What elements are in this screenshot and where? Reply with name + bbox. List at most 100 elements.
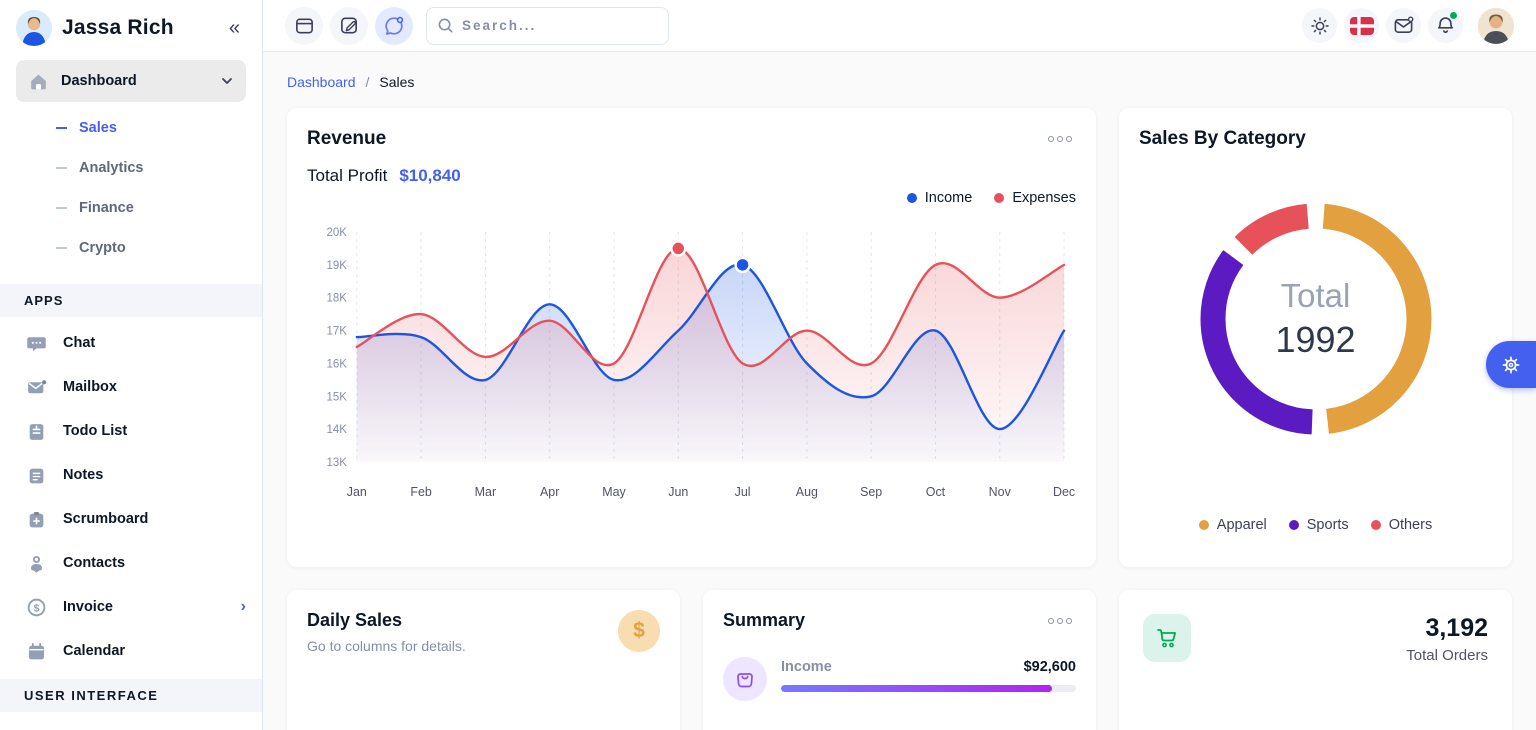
topbar-chat-button[interactable] xyxy=(375,6,413,45)
svg-text:Oct: Oct xyxy=(926,485,946,499)
daily-sales-subtitle: Go to columns for details. xyxy=(307,638,466,654)
notifications-button[interactable] xyxy=(1428,8,1463,43)
svg-text:Nov: Nov xyxy=(989,485,1012,499)
summary-menu-button[interactable] xyxy=(1044,614,1076,628)
income-legend-label: Income xyxy=(924,190,973,206)
category-legend: Apparel Sports Others xyxy=(1139,517,1492,547)
user-avatar[interactable] xyxy=(1478,7,1514,44)
sidebar-item-label: Dashboard xyxy=(61,73,137,89)
sidebar-item-todo[interactable]: Todo List xyxy=(0,409,262,453)
cart-icon-wrap xyxy=(1143,614,1191,662)
revenue-menu-button[interactable] xyxy=(1044,132,1076,146)
svg-text:Feb: Feb xyxy=(410,485,432,499)
sports-legend-dot xyxy=(1288,520,1299,530)
revenue-legend: Income Expenses xyxy=(307,190,1076,206)
sidebar: Jassa Rich « Dashboard Sales Analytics F… xyxy=(0,0,263,730)
svg-text:Jul: Jul xyxy=(735,485,751,499)
apparel-legend-label: Apparel xyxy=(1216,517,1267,533)
svg-text:13K: 13K xyxy=(326,457,347,469)
chat-icon xyxy=(27,336,46,351)
svg-text:Aug: Aug xyxy=(796,485,818,499)
messages-button[interactable] xyxy=(1386,8,1421,43)
svg-text:20K: 20K xyxy=(326,227,347,239)
sports-legend-label: Sports xyxy=(1306,517,1349,533)
category-title: Sales By Category xyxy=(1139,128,1306,149)
sidebar-item-mailbox[interactable]: Mailbox xyxy=(0,365,262,409)
revenue-card: Revenue Total Profit $10,840 Income Expe… xyxy=(287,108,1096,567)
invoice-icon: $ xyxy=(27,598,46,616)
expenses-legend-label: Expenses xyxy=(1012,190,1076,206)
breadcrumb: Dashboard / Sales xyxy=(287,74,1512,90)
sidebar-item-dashboard[interactable]: Dashboard xyxy=(16,60,246,102)
sidebar-item-notes[interactable]: Notes xyxy=(0,453,262,497)
notes-icon xyxy=(29,468,44,483)
theme-toggle-button[interactable] xyxy=(1302,8,1337,43)
search-input[interactable] xyxy=(462,18,658,33)
search-icon xyxy=(438,18,453,33)
sidebar-collapse-button[interactable]: « xyxy=(228,16,240,39)
sidebar-subitem-crypto[interactable]: Crypto xyxy=(0,228,262,268)
home-icon xyxy=(31,74,46,89)
topbar-calendar-button[interactable] xyxy=(285,6,323,45)
notification-dot xyxy=(1449,11,1458,20)
sidebar-item-invoice[interactable]: $ Invoice › xyxy=(0,585,262,629)
dash-mark xyxy=(56,247,67,249)
donut-total-value: 1992 xyxy=(1275,319,1356,360)
donut-total-label: Total xyxy=(1280,277,1351,314)
sales-by-category-card: Sales By Category Total 1992 Apparel Spo… xyxy=(1119,108,1512,567)
svg-text:Dec: Dec xyxy=(1053,485,1075,499)
edit-pencil-icon xyxy=(340,17,357,34)
svg-text:18K: 18K xyxy=(326,293,347,305)
daily-sales-card: Daily Sales Go to columns for details. $ xyxy=(287,590,680,730)
dollar-icon: $ xyxy=(618,610,660,652)
income-label: Income xyxy=(781,659,832,675)
sidebar-header: Jassa Rich « xyxy=(0,0,262,54)
daily-sales-title: Daily Sales xyxy=(307,610,403,630)
svg-text:Sep: Sep xyxy=(860,485,882,499)
sidebar-item-calendar[interactable]: Calendar xyxy=(0,629,262,673)
svg-text:17K: 17K xyxy=(326,326,347,338)
income-progress-track xyxy=(781,685,1076,692)
income-legend-dot xyxy=(906,193,917,203)
svg-text:Jun: Jun xyxy=(668,485,688,499)
search-box xyxy=(426,6,669,45)
svg-text:19K: 19K xyxy=(326,260,347,272)
calendar-icon xyxy=(28,642,45,659)
breadcrumb-separator: / xyxy=(365,74,370,90)
apps-list: Chat Mailbox Todo List Notes xyxy=(0,317,262,673)
dash-mark xyxy=(56,127,67,129)
sidebar-subitem-analytics[interactable]: Analytics xyxy=(0,148,262,188)
breadcrumb-sales: Sales xyxy=(379,74,415,90)
sidebar-subitem-sales[interactable]: Sales xyxy=(0,108,262,148)
sidebar-item-scrumboard[interactable]: Scrumboard xyxy=(0,497,262,541)
income-value: $92,600 xyxy=(1023,659,1076,675)
sidebar-item-chat[interactable]: Chat xyxy=(0,321,262,365)
settings-fab-button[interactable] xyxy=(1486,341,1536,388)
income-icon-wrap xyxy=(723,657,767,701)
summary-card: Summary Income $92,600 xyxy=(703,590,1096,730)
svg-text:May: May xyxy=(602,485,626,499)
sidebar-item-contacts[interactable]: Contacts xyxy=(0,541,262,585)
svg-text:Apr: Apr xyxy=(540,485,559,499)
revenue-area-chart[interactable]: 20K 19K 18K 17K 16K 15K 14K 13K Jan Feb Mar Apr May J… xyxy=(307,208,1076,508)
brand-avatar[interactable] xyxy=(16,10,52,46)
dash-mark xyxy=(56,167,67,169)
svg-text:Mar: Mar xyxy=(475,485,496,499)
todo-icon xyxy=(29,423,44,440)
cart-icon xyxy=(1157,629,1176,648)
person-avatar-icon xyxy=(16,10,52,46)
category-donut-chart[interactable] xyxy=(1191,194,1441,444)
summary-title: Summary xyxy=(723,610,806,630)
scrumboard-icon xyxy=(29,511,44,527)
total-orders-value: 3,192 xyxy=(1425,614,1488,642)
user-avatar-icon xyxy=(1478,7,1514,44)
contacts-icon xyxy=(31,555,42,573)
chevron-right-icon: › xyxy=(240,598,246,615)
breadcrumb-dashboard[interactable]: Dashboard xyxy=(287,74,356,90)
revenue-title: Revenue xyxy=(307,128,387,149)
language-flag-button[interactable] xyxy=(1344,8,1379,43)
svg-text:Jan: Jan xyxy=(347,485,367,499)
topbar-edit-button[interactable] xyxy=(330,6,368,45)
mail-icon xyxy=(1394,16,1414,33)
sidebar-subitem-finance[interactable]: Finance xyxy=(0,188,262,228)
